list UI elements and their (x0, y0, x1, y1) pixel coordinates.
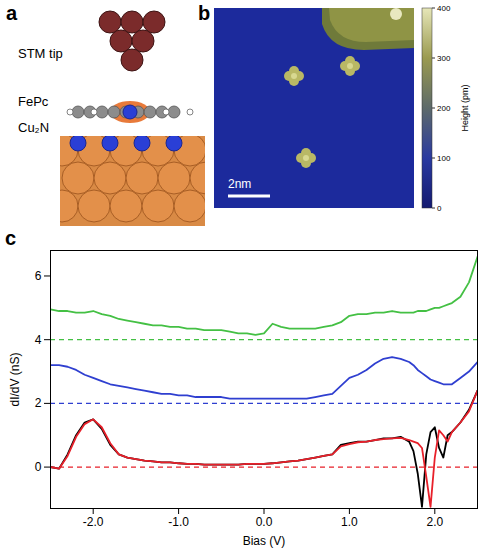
svg-text:Cu₂N: Cu₂N (18, 120, 49, 135)
html-text:c: c (5, 227, 17, 249)
svg-text:dI/dV (nS): dI/dV (nS) (8, 352, 22, 406)
svg-text:0: 0 (437, 204, 442, 213)
svg-text:0: 0 (35, 460, 42, 474)
svg-text:-1.0: -1.0 (168, 515, 189, 529)
svg-text:b: b (198, 2, 210, 24)
svg-text:4: 4 (35, 333, 42, 347)
svg-text:300: 300 (437, 54, 451, 63)
svg-text:Height (pm): Height (pm) (460, 84, 470, 131)
svg-text:6: 6 (35, 269, 42, 283)
svg-text:Bias (V): Bias (V) (243, 534, 286, 548)
svg-text:0.0: 0.0 (256, 515, 273, 529)
svg-text:FePc: FePc (18, 94, 49, 109)
svg-text:100: 100 (437, 154, 451, 163)
svg-text:2: 2 (35, 396, 42, 410)
svg-text:400: 400 (437, 4, 451, 13)
svg-text:2nm: 2nm (228, 177, 251, 191)
svg-text:-2.0: -2.0 (83, 515, 104, 529)
svg-text:STM tip: STM tip (18, 46, 63, 61)
svg-text:200: 200 (437, 104, 451, 113)
svg-text:2.0: 2.0 (426, 515, 443, 529)
svg-text:a: a (6, 2, 18, 24)
svg-text:1.0: 1.0 (341, 515, 358, 529)
